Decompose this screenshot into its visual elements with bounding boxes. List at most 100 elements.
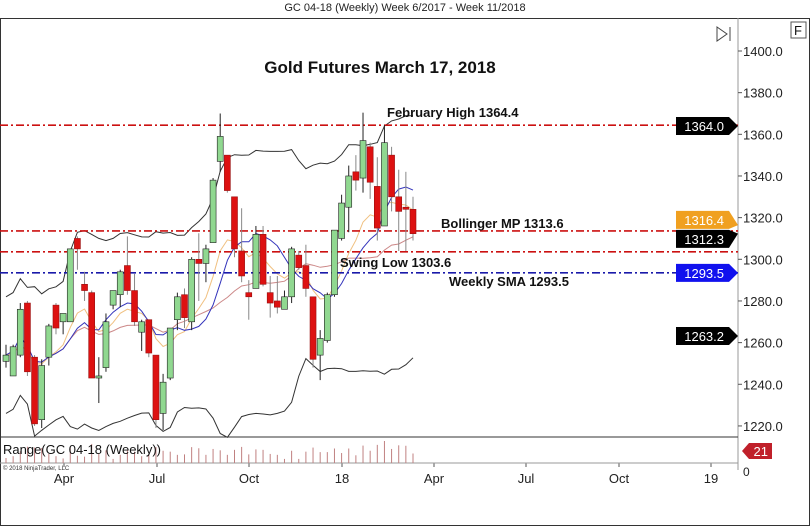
range-marker: 21 <box>754 444 768 459</box>
y-tick-label: 1380.0 <box>743 86 783 101</box>
candle-body <box>138 321 145 333</box>
candle-body <box>88 292 95 379</box>
y-tick-label: 1220.0 <box>743 419 783 434</box>
x-tick-label: Oct <box>609 471 630 486</box>
price-marker: 1316.4 <box>684 213 724 228</box>
level-annotation: Bollinger MP 1313.6 <box>441 216 564 231</box>
y-tick-label: 1320.0 <box>743 211 783 226</box>
candle-body <box>216 136 224 162</box>
range-zero-tick: 0 <box>743 465 750 479</box>
candle-body <box>224 154 231 191</box>
candle-body <box>295 254 303 268</box>
price-marker: 1312.3 <box>684 232 724 247</box>
candle-body <box>259 234 267 285</box>
candle-body <box>302 265 310 289</box>
candle-body <box>288 248 295 298</box>
candle-body <box>95 375 103 379</box>
sma-line <box>5 186 414 363</box>
window-title: GC 04-18 (Weekly) Week 6/2017 - Week 11/… <box>284 2 526 14</box>
candle-body <box>366 146 374 183</box>
candle-body <box>159 381 167 414</box>
candle-body <box>59 313 67 323</box>
f-button-label[interactable]: F <box>794 23 802 38</box>
candle-body <box>266 292 274 304</box>
candle-body <box>66 248 74 323</box>
y-tick-label: 1360.0 <box>743 127 783 142</box>
candle-body <box>45 325 53 358</box>
candle-body <box>359 140 367 179</box>
x-tick-label: Oct <box>239 471 260 486</box>
y-tick-label: 1300.0 <box>743 252 783 267</box>
price-marker-tag <box>676 210 738 229</box>
x-tick-label: Apr <box>424 471 445 486</box>
candle-body <box>231 196 238 250</box>
bollinger-upper-band <box>5 115 414 298</box>
candle-body <box>31 356 38 425</box>
price-marker: 1364.0 <box>684 119 724 134</box>
skip-to-end-icon[interactable] <box>716 26 731 42</box>
range-panel-label: Range(GC 04-18 (Weekly)) <box>3 442 161 457</box>
candle-body <box>281 296 288 310</box>
y-tick-label: 1400.0 <box>743 44 783 59</box>
candle-body <box>316 338 324 356</box>
price-marker: 1263.2 <box>684 329 724 344</box>
price-marker-tag <box>676 229 738 248</box>
candle-body <box>81 283 88 291</box>
candle-body <box>331 229 338 296</box>
candle-body <box>252 234 260 289</box>
candle-body <box>9 346 17 377</box>
y-tick-label: 1240.0 <box>743 377 783 392</box>
level-annotation: February High 1364.4 <box>387 105 519 120</box>
candle-body <box>166 327 174 379</box>
candle-body <box>388 154 395 198</box>
candle-body <box>195 258 203 264</box>
bollinger-middle-line <box>5 236 414 363</box>
candle-body <box>2 354 10 362</box>
candle-body <box>345 175 353 208</box>
candle-body <box>238 250 245 277</box>
candle-body <box>352 171 360 181</box>
candle-body <box>395 196 403 212</box>
candle-body <box>38 365 46 420</box>
candle-body <box>52 304 60 329</box>
ema-line <box>5 201 414 365</box>
candle-body <box>131 290 138 323</box>
candle-body <box>124 265 131 291</box>
x-tick-label: Apr <box>54 471 75 486</box>
candle-body <box>102 321 110 368</box>
candle-body <box>152 354 160 420</box>
y-tick-label: 1280.0 <box>743 294 783 309</box>
candle-body <box>245 292 253 298</box>
y-tick-label: 1340.0 <box>743 169 783 184</box>
candle-body <box>181 294 188 318</box>
level-annotation: Weekly SMA 1293.5 <box>449 274 569 289</box>
candle-body <box>145 319 153 354</box>
candle-body <box>74 238 81 250</box>
candle-body <box>274 300 281 308</box>
x-tick-label: Jul <box>518 471 535 486</box>
price-marker-tag <box>676 263 738 282</box>
bollinger-lower-band <box>5 357 414 438</box>
price-marker-tag <box>676 116 738 135</box>
candle-body <box>202 248 210 264</box>
candle-body <box>373 186 381 229</box>
candle-body <box>409 209 417 234</box>
candle-body <box>174 296 181 321</box>
candle-body <box>209 179 217 243</box>
candle-body <box>24 302 31 373</box>
x-tick-label: 18 <box>335 471 349 486</box>
candle-body <box>116 271 124 296</box>
candle-body <box>338 202 345 239</box>
price-marker: 1293.5 <box>684 266 724 281</box>
candle-body <box>109 290 117 306</box>
chart-title: Gold Futures March 17, 2018 <box>264 58 495 77</box>
x-tick-label: Jul <box>149 471 166 486</box>
candle-body <box>16 308 24 356</box>
candle-body <box>381 142 388 227</box>
candle-body <box>324 294 331 341</box>
f-button[interactable] <box>790 21 807 39</box>
candle-body <box>309 296 317 360</box>
candle-body <box>402 206 410 210</box>
x-tick-label: 19 <box>704 471 718 486</box>
